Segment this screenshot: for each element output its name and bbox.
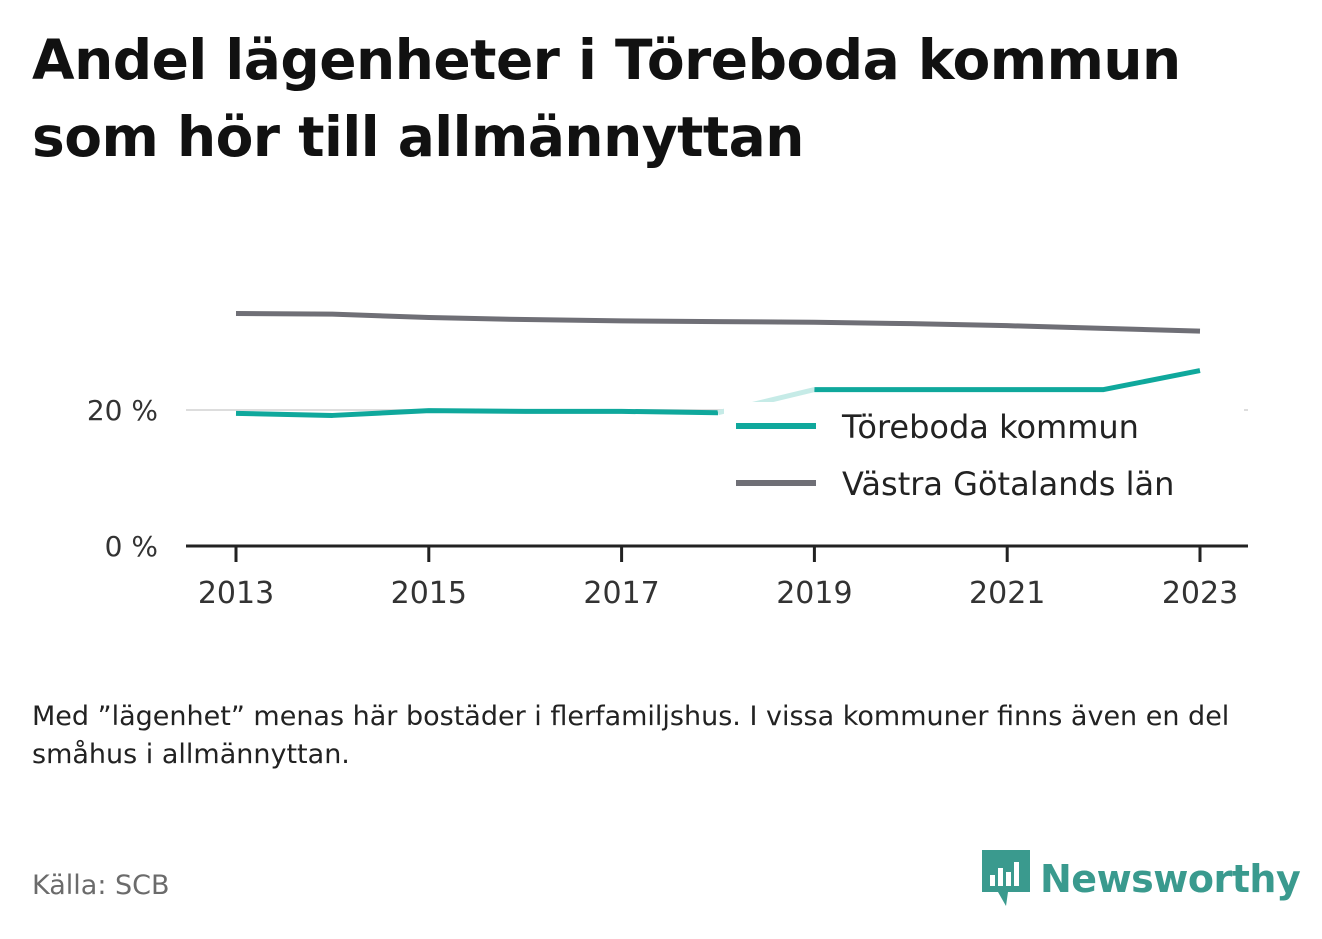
series-lines <box>235 310 1201 418</box>
x-axis <box>186 544 1248 562</box>
series-line-0 <box>235 408 719 418</box>
y-tick-label: 20 % <box>87 394 158 427</box>
bar-chart-speech-bubble-icon <box>982 850 1030 906</box>
x-tick-label: 2013 <box>198 576 274 611</box>
legend-background <box>724 402 1244 514</box>
series-line-0-end <box>814 368 1201 393</box>
x-tick-label: 2017 <box>583 576 659 611</box>
x-tick-label: 2021 <box>969 576 1045 611</box>
chart-title: Andel lägenheter i Töreboda kommun som h… <box>32 28 1181 169</box>
series-line-1 <box>235 310 1201 334</box>
tick-labels: 0 % 20 % 2013 2015 2017 2019 2021 2023 <box>87 394 1238 611</box>
x-tick-label: 2019 <box>776 576 852 611</box>
chart-note: Med ”lägenhet” menas här bostäder i fler… <box>32 701 1230 770</box>
source-label: Källa: SCB <box>32 870 170 901</box>
brand-name: Newsworthy <box>1040 857 1301 901</box>
legend: Töreboda kommun Västra Götalands län <box>724 402 1244 514</box>
legend-label-1: Västra Götalands län <box>842 465 1174 503</box>
x-tick-label: 2015 <box>391 576 467 611</box>
y-tick-label: 0 % <box>105 530 158 563</box>
brand-logo: Newsworthy <box>982 850 1301 908</box>
legend-label-0: Töreboda kommun <box>841 408 1139 446</box>
x-tick-label: 2023 <box>1162 576 1238 611</box>
